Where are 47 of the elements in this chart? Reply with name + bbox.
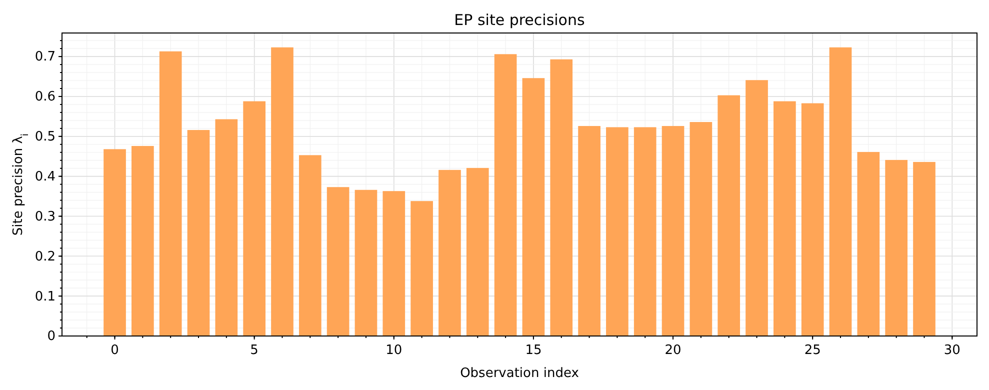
bar bbox=[354, 190, 378, 336]
bar bbox=[606, 127, 628, 336]
bar bbox=[159, 51, 182, 336]
bar bbox=[634, 127, 656, 336]
bar bbox=[243, 101, 266, 336]
bar bbox=[382, 191, 406, 336]
bar bbox=[494, 54, 517, 336]
bar bbox=[550, 59, 573, 336]
bar bbox=[104, 149, 126, 336]
bar bbox=[271, 47, 294, 336]
bar bbox=[746, 80, 768, 336]
bar bbox=[410, 201, 433, 336]
bar bbox=[438, 170, 461, 336]
bar bbox=[326, 187, 350, 336]
bar bbox=[690, 122, 712, 336]
x-tick-label: 25 bbox=[804, 343, 821, 358]
bar bbox=[857, 152, 880, 336]
y-tick-label: 0.5 bbox=[34, 130, 56, 145]
x-tick-label: 10 bbox=[386, 343, 402, 358]
y-tick-label: 0.3 bbox=[34, 209, 56, 224]
bar bbox=[578, 126, 600, 336]
bar bbox=[885, 160, 908, 336]
bar bbox=[801, 103, 824, 336]
chart-title: EP site precisions bbox=[454, 11, 585, 29]
bar bbox=[913, 162, 936, 336]
bar bbox=[718, 95, 740, 336]
x-tick-label: 5 bbox=[250, 343, 258, 358]
y-tick-label: 0.2 bbox=[34, 249, 56, 264]
bar bbox=[132, 146, 154, 336]
y-tick-label: 0.7 bbox=[34, 50, 56, 65]
bar bbox=[298, 155, 322, 336]
x-tick-label: 30 bbox=[944, 343, 960, 358]
x-axis-title: Observation index bbox=[460, 366, 580, 381]
y-tick-label: 0.4 bbox=[34, 169, 56, 184]
y-tick-label: 0.6 bbox=[34, 90, 56, 105]
x-tick-label: 0 bbox=[110, 343, 119, 358]
y-tick-label: 0 bbox=[47, 329, 56, 344]
bar bbox=[774, 101, 796, 336]
bar bbox=[466, 168, 489, 336]
bar bbox=[829, 47, 852, 336]
bar bbox=[187, 130, 210, 336]
y-tick-label: 0.1 bbox=[34, 289, 56, 304]
x-tick-label: 20 bbox=[664, 343, 682, 358]
x-tick-label: 15 bbox=[525, 343, 542, 358]
bar bbox=[522, 78, 545, 336]
bar bbox=[215, 119, 238, 336]
bar bbox=[662, 126, 684, 336]
